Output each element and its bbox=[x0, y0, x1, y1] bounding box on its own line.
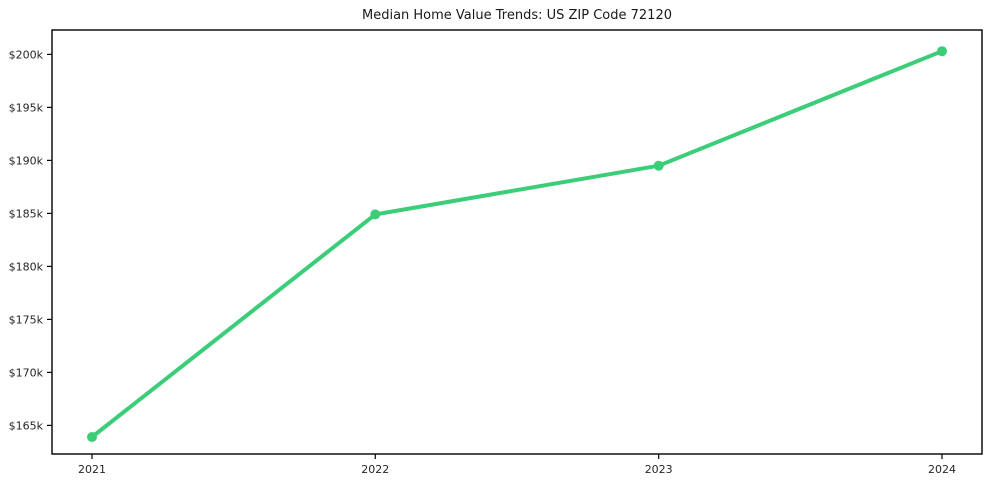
data-point-marker bbox=[937, 46, 947, 57]
trend-line bbox=[90, 49, 944, 439]
x-axis-tick-label: 2023 bbox=[645, 463, 673, 476]
y-axis-tick-label: $175k bbox=[9, 313, 44, 326]
x-axis-tick-label: 2021 bbox=[78, 463, 106, 476]
chart-title: Median Home Value Trends: US ZIP Code 72… bbox=[361, 8, 672, 23]
y-axis-tick-label: $195k bbox=[9, 101, 44, 114]
y-axis-tick-label: $170k bbox=[9, 366, 44, 379]
y-axis-tick-label: $180k bbox=[9, 260, 44, 273]
x-axis-tick-label: 2022 bbox=[361, 463, 389, 476]
y-axis-tick-label: $165k bbox=[9, 419, 44, 432]
data-point-marker bbox=[370, 209, 381, 220]
y-axis-tick-label: $190k bbox=[9, 154, 44, 167]
x-axis-tick-label: 2024 bbox=[928, 463, 956, 476]
data-point-marker bbox=[87, 432, 97, 442]
plot-border bbox=[51, 29, 983, 455]
data-point-marker bbox=[653, 160, 664, 171]
y-axis-tick-label: $200k bbox=[9, 48, 44, 61]
y-axis-tick-label: $185k bbox=[9, 207, 44, 220]
